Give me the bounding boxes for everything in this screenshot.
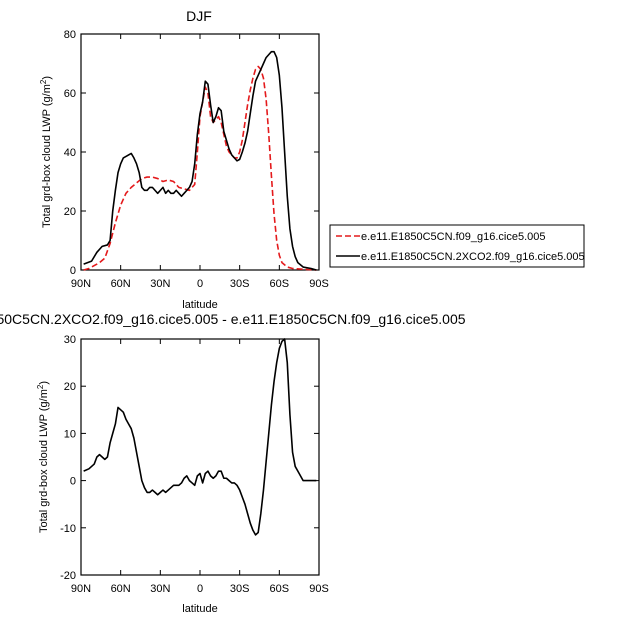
top-y-axis: 0 20 40 60 80 bbox=[64, 29, 319, 277]
top-series-line-1 bbox=[83, 50, 317, 271]
top-series-group bbox=[83, 50, 317, 271]
top-plot-frame bbox=[80, 33, 320, 271]
top-x-tick-label: 60N bbox=[111, 278, 131, 290]
top-y-tick-label: 40 bbox=[64, 147, 76, 159]
bottom-x-axis: 90N 60N 30N 0 30S 60S 90S bbox=[71, 339, 329, 595]
bottom-x-tick-label: 60N bbox=[111, 583, 131, 595]
legend-label-2xco2: e.e11.E1850C5CN.2XCO2.f09_g16.cice5.005 bbox=[361, 251, 585, 263]
bottom-y-axis: -20 -10 0 10 20 30 bbox=[60, 334, 319, 582]
legend-box bbox=[329, 224, 585, 268]
bottom-plot-frame bbox=[80, 338, 320, 576]
bottom-x-tick-label: 0 bbox=[197, 583, 203, 595]
top-x-tick-label: 30N bbox=[150, 278, 170, 290]
bottom-y-tick-label: 20 bbox=[64, 381, 76, 393]
top-y-tick-label: 20 bbox=[64, 206, 76, 218]
bottom-y-tick-label: -10 bbox=[60, 523, 76, 535]
legend-label-control: e.e11.E1850C5CN.f09_g16.cice5.005 bbox=[361, 231, 546, 243]
bottom-x-tick-label: 30N bbox=[150, 583, 170, 595]
bottom-x-tick-label: 60S bbox=[270, 583, 290, 595]
bottom-panel: 50C5CN.2XCO2.f09_g16.cice5.005 - e.e11.E… bbox=[0, 311, 466, 615]
bottom-x-tick-label: 90S bbox=[309, 583, 329, 595]
bottom-x-tick-label: 90N bbox=[71, 583, 91, 595]
top-x-tick-label: 0 bbox=[197, 278, 203, 290]
bottom-y-tick-label: 10 bbox=[64, 428, 76, 440]
bottom-y-tick-label: 0 bbox=[70, 476, 76, 488]
top-x-tick-label: 30S bbox=[230, 278, 250, 290]
top-x-axis: 90N 60N 30N 0 30S 60S 90S bbox=[71, 34, 329, 290]
top-x-axis-label: latitude bbox=[182, 299, 217, 311]
top-x-tick-label: 90S bbox=[309, 278, 329, 290]
top-series-line-0 bbox=[83, 65, 317, 271]
legend: e.e11.E1850C5CN.f09_g16.cice5.005 e.e11.… bbox=[329, 224, 585, 268]
top-x-tick-label: 60S bbox=[270, 278, 290, 290]
top-chart-title: DJF bbox=[186, 8, 212, 24]
bottom-y-tick-label: 30 bbox=[64, 334, 76, 346]
bottom-y-axis-label: Total grd-box cloud LWP (g/m2) bbox=[36, 381, 51, 533]
top-x-tick-label: 90N bbox=[71, 278, 91, 290]
top-y-tick-label: 80 bbox=[64, 29, 76, 41]
top-panel: DJF 90N 60N 30N 0 30S 60S 90S 0 20 40 60 80 latitu… bbox=[39, 8, 329, 311]
top-y-tick-label: 0 bbox=[70, 265, 76, 277]
bottom-series-line-0 bbox=[83, 338, 317, 536]
bottom-chart-title: 50C5CN.2XCO2.f09_g16.cice5.005 - e.e11.E… bbox=[0, 311, 466, 327]
bottom-series-group bbox=[83, 338, 317, 536]
top-y-axis-label: Total grd-box cloud LWP (g/m2) bbox=[39, 76, 54, 228]
bottom-x-axis-label: latitude bbox=[182, 603, 217, 615]
top-y-tick-label: 60 bbox=[64, 88, 76, 100]
bottom-x-tick-label: 30S bbox=[230, 583, 250, 595]
bottom-y-tick-label: -20 bbox=[60, 570, 76, 582]
